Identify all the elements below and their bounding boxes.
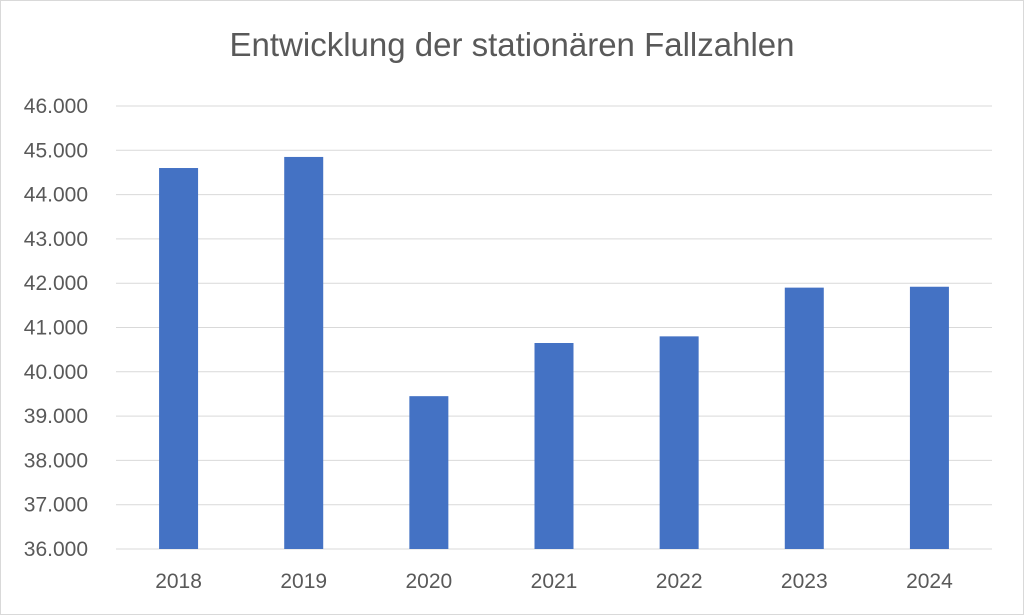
y-tick-label: 40.000 xyxy=(24,361,88,384)
y-tick-label: 42.000 xyxy=(24,272,88,295)
y-tick-label: 37.000 xyxy=(24,494,88,517)
x-tick-label: 2020 xyxy=(405,570,452,593)
x-tick-label: 2022 xyxy=(656,570,703,593)
y-tick-label: 41.000 xyxy=(24,317,88,340)
x-tick-label: 2024 xyxy=(906,570,953,593)
chart-title: Entwicklung der stationären Fallzahlen xyxy=(229,26,795,63)
gridlines xyxy=(116,105,992,550)
y-axis-tick-labels: 36.000 37.000 38.000 39.000 40.000 41.000 42.0… xyxy=(24,95,88,561)
bar-2022 xyxy=(659,336,699,549)
bar-2021 xyxy=(534,343,574,549)
y-tick-label: 44.000 xyxy=(24,184,88,207)
bar-2018 xyxy=(159,168,199,549)
bar-2023 xyxy=(784,287,824,549)
x-tick-label: 2018 xyxy=(155,570,202,593)
bar-2020 xyxy=(409,396,449,549)
y-tick-label: 38.000 xyxy=(24,449,88,472)
y-tick-label: 39.000 xyxy=(24,405,88,428)
y-tick-label: 36.000 xyxy=(24,538,88,561)
y-tick-label: 46.000 xyxy=(24,95,88,118)
x-tick-label: 2021 xyxy=(531,570,578,593)
bar-2024 xyxy=(909,286,949,549)
x-tick-label: 2019 xyxy=(280,570,327,593)
bar-2019 xyxy=(284,156,324,549)
x-tick-label: 2023 xyxy=(781,570,828,593)
y-tick-label: 45.000 xyxy=(24,139,88,162)
y-tick-label: 43.000 xyxy=(24,228,88,251)
bars xyxy=(159,156,949,549)
x-axis-tick-labels: 2018 2019 2020 2021 2022 2023 2024 xyxy=(155,570,953,593)
